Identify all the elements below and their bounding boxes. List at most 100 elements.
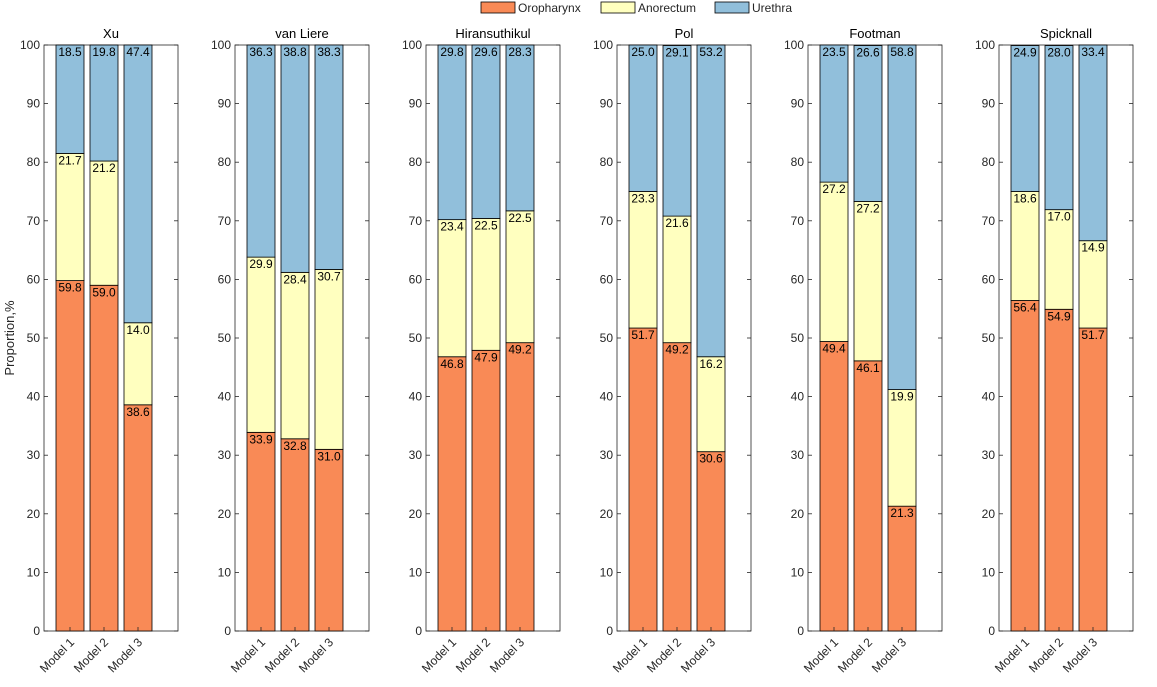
y-tick-label: 20 [218,507,232,521]
data-label: 46.8 [440,357,464,371]
data-label: 24.9 [1013,46,1037,60]
y-tick-label: 50 [791,331,805,345]
y-tick-label: 40 [600,390,614,404]
x-tick-label: Model 2 [644,635,684,675]
bar-segment [696,44,726,358]
y-tick-label: 0 [224,624,231,638]
data-label: 32.8 [283,439,307,453]
legend-label: Anorectum [638,1,696,15]
data-label: 29.6 [474,45,498,59]
bar-segment [471,218,501,351]
bar-segment [628,327,658,632]
bar-segment [696,356,726,453]
y-tick-label: 40 [218,390,232,404]
bar-segment [1078,327,1108,632]
bar-segment [314,269,344,450]
y-tick-label: 80 [409,155,423,169]
bar-segment [1078,44,1108,242]
bar-segment [662,45,692,217]
bar-segment [437,219,467,358]
bar-segment [280,438,310,632]
bar-segment [55,153,85,281]
y-tick-label: 0 [797,624,804,638]
x-tick-label: Model 3 [105,635,145,675]
y-tick-label: 70 [791,214,805,228]
bar-segment [1010,191,1040,301]
y-tick-label: 0 [988,624,995,638]
data-label: 29.1 [665,46,689,60]
y-axis-title: Proportion,% [2,300,17,376]
data-label: 47.9 [474,350,498,364]
bar-segment [246,431,276,632]
data-label: 28.0 [1047,46,1071,60]
data-label: 21.3 [890,506,914,520]
bar-segment [662,215,692,344]
bar-segment [89,44,119,162]
y-tick-label: 100 [20,38,40,52]
y-tick-label: 20 [982,507,996,521]
bar-segment [280,44,310,273]
y-tick-label: 100 [975,38,995,52]
data-label: 16.2 [699,357,723,371]
legend-swatch [600,1,636,14]
data-label: 27.2 [822,182,846,196]
bar-segment [505,342,535,632]
bar-segment [1010,300,1040,632]
y-tick-label: 10 [791,565,805,579]
x-tick-label: Model 1 [419,635,459,675]
legend-label: Urethra [752,1,792,15]
y-tick-label: 60 [27,272,41,286]
y-tick-label: 60 [600,272,614,286]
y-tick-label: 60 [791,272,805,286]
data-label: 14.9 [1081,241,1105,255]
y-tick-label: 40 [409,390,423,404]
bar-segment [819,44,849,183]
y-tick-label: 30 [218,448,232,462]
y-tick-label: 80 [982,155,996,169]
x-tick-label: Model 3 [1060,635,1100,675]
data-label: 30.6 [699,452,723,466]
bar-segment [505,44,535,212]
data-label: 18.6 [1013,192,1037,206]
panel-title: van Liere [275,26,328,41]
bar-segment [123,44,153,324]
data-label: 22.5 [508,211,532,225]
data-label: 46.1 [856,361,880,375]
bar-segment [1044,308,1074,632]
y-tick-label: 60 [409,272,423,286]
y-tick-label: 90 [982,97,996,111]
bar-segment [123,322,153,406]
y-tick-label: 100 [211,38,231,52]
data-label: 59.0 [92,285,116,299]
data-label: 18.5 [58,45,82,59]
data-label: 33.9 [249,432,273,446]
panel-title: Footman [849,26,900,41]
chart-panel: 0 10 20 30 40 50 60 70 80 90 100 Hiransuthikul 46.8 2… [402,26,561,675]
data-label: 28.3 [508,45,532,59]
data-label: 19.9 [890,390,914,404]
data-label: 27.2 [856,201,880,215]
bar-segment [246,44,276,258]
y-tick-label: 70 [409,214,423,228]
y-tick-label: 70 [982,214,996,228]
y-tick-label: 0 [415,624,422,638]
bar-segment [887,505,917,632]
bar-segment [853,201,883,362]
bar-segment [246,256,276,433]
data-label: 31.0 [317,449,341,463]
chart-panel: 0 10 20 30 40 50 60 70 80 90 100 Spicknall 56.4 18.6 2… [975,26,1134,675]
panel-title: Xu [103,26,119,41]
data-label: 51.7 [1081,328,1105,342]
data-label: 25.0 [631,45,655,59]
y-tick-label: 70 [27,214,41,228]
data-label: 26.6 [856,46,880,60]
y-tick-label: 80 [27,155,41,169]
y-tick-label: 30 [409,448,423,462]
bar-segment [437,44,467,221]
chart-panel: 0 10 20 30 40 50 60 70 80 90 100 Pol 51.7 23.3 25.0 Mod… [593,26,752,675]
bar-segment [505,210,535,344]
bar-segment [628,191,658,329]
data-label: 49.2 [665,343,689,357]
x-tick-label: Model 3 [678,635,718,675]
